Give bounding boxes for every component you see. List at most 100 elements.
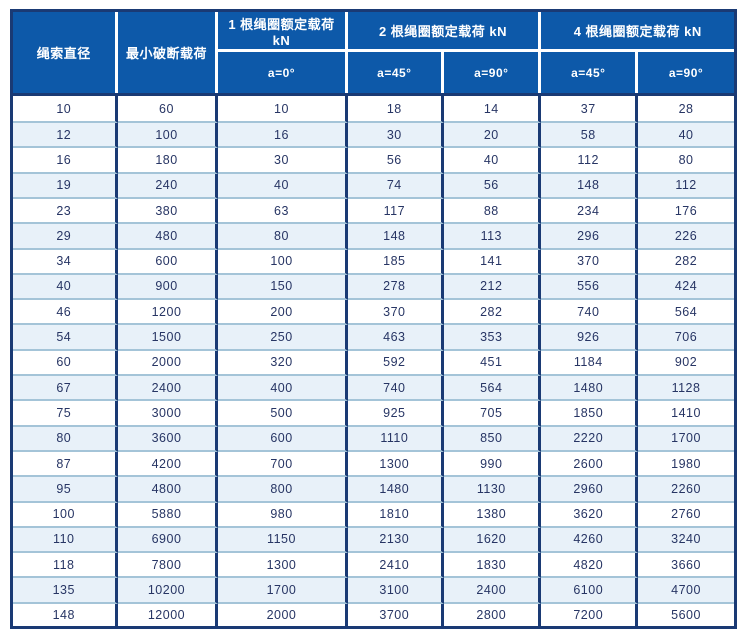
cell: 100 [13,502,118,528]
rope-load-rating-table: 绳索直径 最小破断载荷 1 根绳圈额定载荷 kN 2 根绳圈额定载荷 kN 4 … [13,12,734,626]
cell: 1830 [444,553,542,579]
cell: 150 [218,274,348,301]
cell: 424 [638,275,734,301]
cell: 16 [218,123,348,149]
cell: 2400 [117,376,219,402]
cell: 2000 [117,350,219,377]
cell: 112 [638,174,734,199]
table-row: 16 180 30 56 40 112 80 [13,148,734,174]
cell: 7800 [117,553,219,579]
cell: 4700 [638,578,734,604]
header-angle-90-4leg: a=90° [638,52,734,93]
cell: 2220 [541,426,639,452]
cell: 40 [218,173,348,199]
table-row: 29 480 80 148 113 296 226 [13,224,734,250]
cell: 2400 [444,578,542,604]
table-row: 10 60 10 18 14 37 28 [13,93,734,124]
cell: 500 [218,401,348,427]
cell: 1620 [444,527,542,554]
cell: 110 [13,527,118,554]
cell: 5600 [671,607,701,622]
cell: 34 [13,249,118,275]
cell: 234 [541,198,639,225]
table-row: 67 2400 400 740 564 1480 1128 [13,376,734,402]
cell: 80 [13,426,118,452]
cell: 4200 [117,451,219,478]
cell: 282 [638,250,734,275]
table-row: 80 3600 600 1110 850 2220 1700 [13,426,734,452]
cell: 117 [347,198,445,225]
table-row: 75 3000 500 925 705 1850 1410 [13,401,734,427]
cell: 380 [117,198,219,225]
cell: 1300 [347,451,445,478]
table-row: 60 2000 320 592 451 1184 902 [13,350,734,377]
header-angle-90-2leg: a=90° [444,52,542,93]
table-row: 118 7800 1300 2410 1830 4820 3660 [13,553,734,579]
table-row: 110 6900 1150 2130 1620 4260 3240 [13,527,734,554]
cell: 6100 [541,578,639,604]
cell: 148 [13,603,118,626]
cell: 40 [444,148,542,174]
cell: 63 [218,198,348,225]
header-group-4-leg: 4 根绳圈额定载荷 kN [541,12,734,52]
cell: 451 [444,350,542,377]
cell: 185 [347,249,445,275]
table-row: 46 1200 200 370 282 740 564 [13,300,734,326]
table-row: 12 100 16 30 20 58 40 [13,123,734,149]
cell: 1380 [444,502,542,528]
cell: 1810 [347,502,445,528]
cell: 5880 [117,502,219,528]
cell: 240 [117,173,219,199]
cell: 148 [347,224,445,250]
cell: 141 [444,249,542,275]
cell: 1300 [218,553,348,579]
cell: 180 [117,148,219,174]
cell: 148 [541,173,639,199]
cell: 1410 [638,401,734,427]
cell: 900 [117,274,219,301]
cell: 100 [218,249,348,275]
cell: 28 [638,93,734,124]
cell: 3600 [117,426,219,452]
cell: 1500 [117,325,219,351]
table-body: 10 60 10 18 14 37 28 12 100 16 30 20 58 40 16 180 30 56 40… [13,93,734,626]
cell: 29 [13,224,118,250]
cell: 37 [541,93,639,124]
cell: 2410 [347,553,445,579]
cell: 1110 [347,426,445,452]
cell: 112 [541,148,639,174]
table-row: 148 12000 2000 3700 2800 7200 5600 [13,603,734,626]
cell: 740 [347,376,445,402]
cell: 20 [444,123,542,149]
cell: 200 [218,300,348,326]
cell: 370 [347,300,445,326]
cell: 176 [638,199,734,225]
cell: 2760 [638,503,734,528]
cell: 320 [218,350,348,377]
header-group-1-leg: 1 根绳圈额定载荷 kN [218,12,348,52]
table-row: 135 10200 1700 3100 2400 6100 4700 [13,578,734,604]
cell: 1700 [218,578,348,604]
cell: 30 [347,123,445,149]
cell: 54 [13,325,118,351]
cell: 1130 [444,477,542,503]
cell: 3660 [638,553,734,579]
cell: 278 [347,274,445,301]
cell: 1200 [117,300,219,326]
cell: 14 [444,93,542,124]
cell: 1980 [638,452,734,478]
cell: 16 [13,148,118,174]
cell: 2800 [444,603,542,626]
cell: 74 [347,173,445,199]
cell: 4260 [541,527,639,554]
cell: 1128 [638,376,734,402]
cell: 4800 [117,477,219,503]
cell: 10 [13,93,118,124]
cell: 6900 [117,527,219,554]
header-angle-45-4leg: a=45° [541,52,639,93]
cell: 463 [347,325,445,351]
cell: 19 [13,173,118,199]
cell: 556 [541,274,639,301]
cell: 212 [444,274,542,301]
cell: 3700 [348,603,445,626]
